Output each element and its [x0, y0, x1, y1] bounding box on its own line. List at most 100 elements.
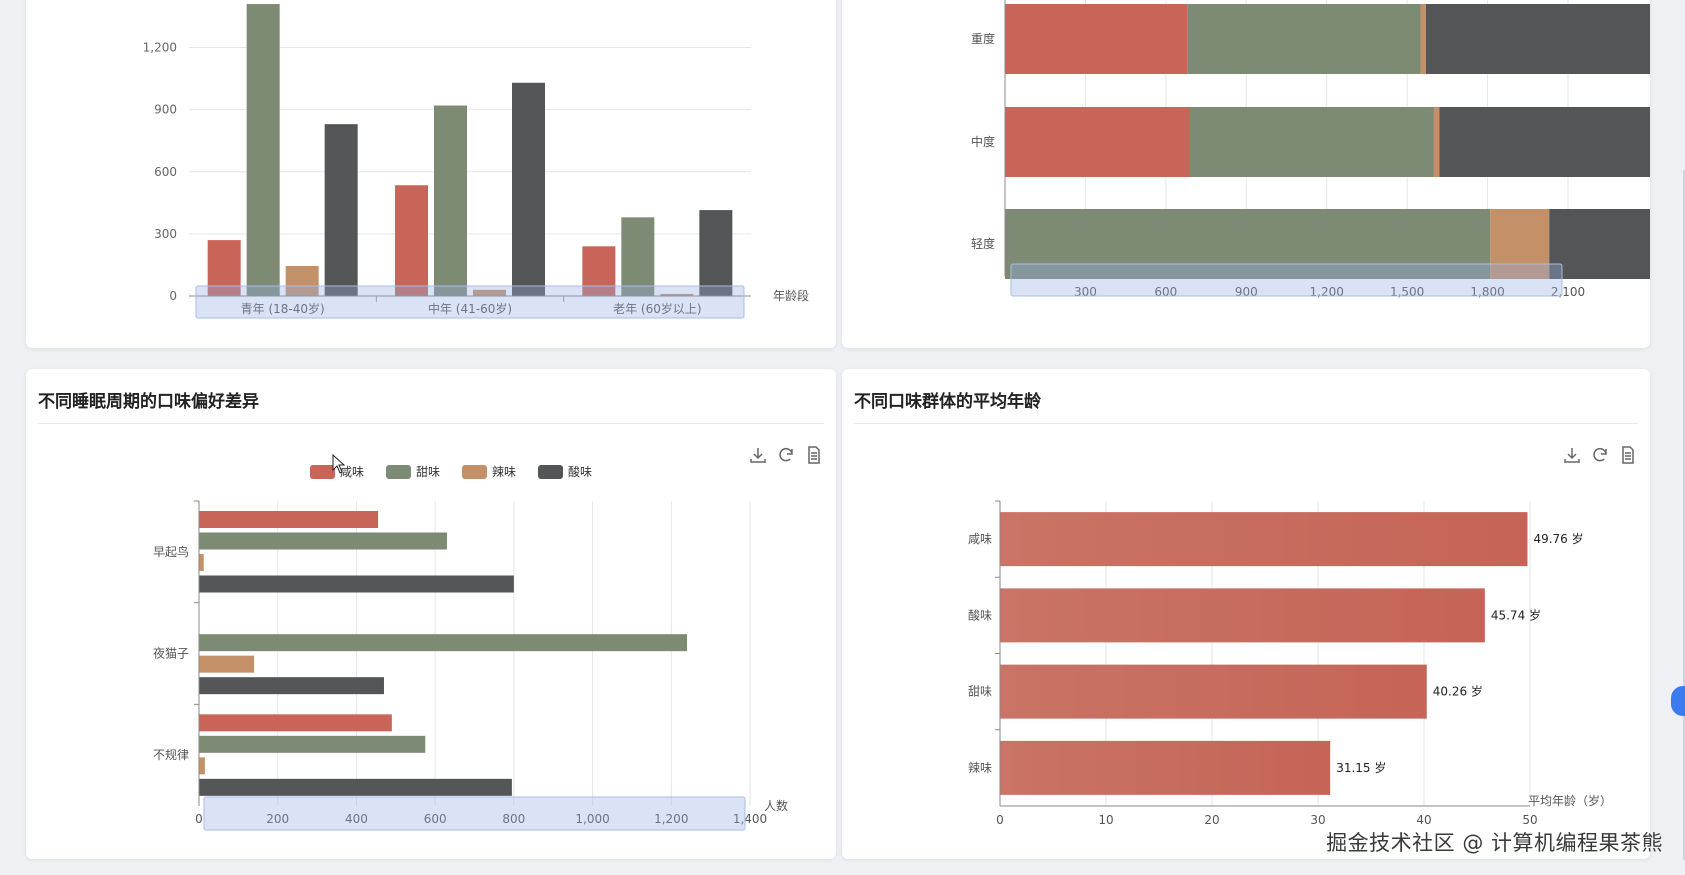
legend-label: 咸味 [340, 465, 364, 479]
bar [199, 655, 255, 673]
x-axis-label: 平均年龄（岁） [1528, 793, 1612, 808]
x-axis-label: 人数 [1582, 265, 1606, 280]
mouse-cursor-icon [332, 454, 346, 474]
card-title-sleep-cycle: 不同睡眠周期的口味偏好差异 [38, 392, 259, 412]
watermark: 掘金技术社区 @ 计算机编程果茶熊 [1326, 831, 1663, 855]
x-tick-label: 1,200 [654, 812, 688, 826]
bar-segment [1549, 209, 1650, 279]
bar [199, 677, 384, 695]
bar [1000, 664, 1427, 719]
legend-swatch [310, 465, 335, 479]
bar [582, 246, 616, 296]
bar-segment [1490, 209, 1550, 279]
bar [199, 634, 688, 652]
y-tick-label: 咸味 [968, 532, 992, 546]
bar-segment [1189, 107, 1434, 177]
bar [199, 757, 205, 775]
x-tick-label: 1,400 [733, 812, 767, 826]
x-tick-label: 1,000 [575, 812, 609, 826]
x-tick-label: 200 [266, 812, 289, 826]
bar [285, 265, 319, 296]
download-icon[interactable] [1562, 445, 1582, 465]
card-divider [38, 423, 824, 424]
bar [199, 575, 514, 593]
card-sleep-cycle: 不同睡眠周期的口味偏好差异 咸味 甜味 辣味 酸味 0 200 400 600 800 1,000… [26, 369, 836, 859]
card-age-group: 0 300 600 900 1,200 青年 (18-40岁) 中年 (41-60岁) 老年 … [26, 0, 836, 348]
bar-segment [1005, 107, 1190, 177]
y-tick-label: 重度 [971, 31, 995, 46]
x-tick-label: 10 [1098, 813, 1113, 827]
chart-age-group: 0 300 600 900 1,200 青年 (18-40岁) 中年 (41-60岁) 老年 … [143, 4, 809, 319]
y-tick-label: 夜猫子 [153, 646, 189, 661]
bar [199, 511, 379, 528]
bar-segment [1187, 4, 1421, 74]
y-tick-label: 早起鸟 [153, 544, 189, 559]
bar [621, 217, 655, 296]
x-tick-label: 800 [502, 812, 525, 826]
data-label: 40.26 岁 [1433, 684, 1483, 699]
x-axis-label: 人数 [764, 798, 788, 813]
bar [199, 778, 512, 796]
y-tick-label: 甜味 [968, 685, 992, 699]
data-label: 49.76 岁 [1533, 531, 1583, 546]
bar [199, 735, 426, 753]
bar [660, 293, 694, 296]
x-tick-label: 中年 (41-60岁) [428, 301, 512, 316]
toolbox [748, 445, 824, 465]
y-tick-label: 轻度 [971, 236, 995, 251]
zoom-slider [203, 796, 746, 831]
data-label: 45.74 岁 [1491, 607, 1541, 622]
y-tick-label: 1,200 [143, 41, 177, 55]
card-avg-age: 不同口味群体的平均年龄 0 10 20 30 40 50 49.76 岁 咸味 45.74 岁 酸… [842, 369, 1650, 859]
bar-segment [1439, 107, 1650, 177]
bar-segment [1425, 4, 1650, 74]
data-view-icon[interactable] [804, 445, 824, 465]
bar [434, 105, 467, 297]
x-tick-label: 0 [996, 813, 1004, 827]
side-float-button[interactable] [1671, 686, 1685, 716]
bar [1000, 588, 1485, 643]
bar [199, 714, 392, 732]
x-tick-label: 600 [424, 812, 447, 826]
y-tick-label: 300 [154, 227, 177, 241]
bar [512, 82, 545, 296]
x-tick-label: 0 [195, 812, 203, 826]
y-tick-label: 600 [154, 165, 177, 179]
x-tick-label: 老年 (60岁以上) [613, 301, 701, 316]
x-tick-label: 50 [1522, 813, 1537, 827]
bar [324, 124, 358, 296]
y-tick-label: 900 [154, 103, 177, 117]
data-view-icon[interactable] [1618, 445, 1638, 465]
bar [207, 240, 241, 296]
scrollbar[interactable] [1683, 170, 1685, 860]
bar [199, 532, 447, 550]
legend-swatch [538, 465, 563, 479]
card-title-avg-age: 不同口味群体的平均年龄 [854, 392, 1041, 412]
bar [1000, 512, 1528, 567]
y-tick-label: 酸味 [968, 607, 992, 622]
download-icon[interactable] [748, 445, 768, 465]
bar [473, 289, 506, 296]
x-tick-label: 20 [1204, 813, 1219, 827]
y-tick-label: 0 [169, 289, 177, 303]
x-axis-label: 年龄段 [773, 288, 809, 303]
bar-segment [1005, 4, 1188, 74]
y-tick-label: 辣味 [968, 761, 992, 775]
bar [199, 554, 204, 571]
toolbox [1562, 445, 1638, 465]
bar-segment [1005, 209, 1491, 279]
x-tick-label: 400 [345, 812, 368, 826]
zoom-slider [1010, 263, 1563, 297]
y-tick-label: 中度 [971, 134, 995, 149]
y-tick-label: 不规律 [153, 747, 189, 762]
chart-sleep-cycle: 咸味 甜味 辣味 酸味 0 200 400 600 800 1,000 1,200 1,400 早起鸟夜… [153, 464, 788, 831]
refresh-icon[interactable] [776, 445, 796, 465]
legend-swatch [462, 465, 487, 479]
x-tick-label: 40 [1416, 813, 1431, 827]
zoom-slider [195, 285, 745, 319]
x-tick-label: 30 [1310, 813, 1325, 827]
bar [395, 185, 428, 296]
refresh-icon[interactable] [1590, 445, 1610, 465]
